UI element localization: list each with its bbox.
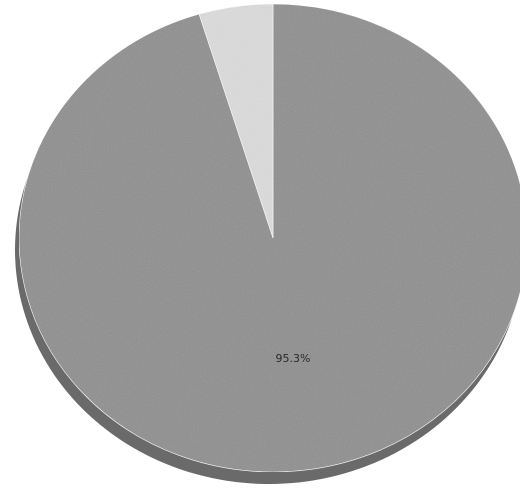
pie-top-layer (18, 3, 520, 473)
pie-slice-label-0: 95.3% (276, 352, 311, 365)
pie-slice-0[interactable] (18, 3, 520, 473)
pie-labels-layer: 95.3% (276, 352, 311, 365)
pie-slice-1[interactable] (198, 3, 274, 239)
